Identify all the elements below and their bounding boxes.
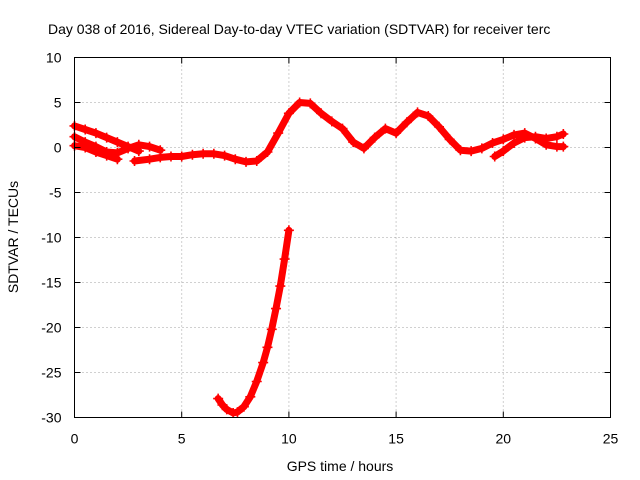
y-tick-label: 5 [54, 95, 62, 111]
data-point-marker [519, 132, 530, 143]
x-tick-label: 25 [603, 431, 619, 447]
y-tick-label: 10 [46, 50, 62, 66]
y-tick-label: -25 [41, 365, 61, 381]
x-tick-label: 15 [388, 431, 404, 447]
data-point-marker [326, 116, 337, 127]
data-point-marker [412, 107, 423, 118]
data-point-marker [217, 399, 228, 410]
y-tick-label: 0 [54, 140, 62, 156]
data-point-marker [401, 117, 412, 128]
y-tick-label: -10 [41, 230, 61, 246]
data-point-marker [498, 146, 509, 157]
data-point-marker [80, 142, 91, 153]
data-point-marker [133, 139, 144, 150]
y-tick-label: -20 [41, 320, 61, 336]
series-track-e [489, 129, 569, 162]
data-point-marker [123, 143, 134, 154]
y-axis-label: SDTVAR / TECUs [5, 181, 21, 293]
data-point-marker [258, 357, 269, 368]
data-point-marker [275, 281, 286, 292]
series-line [214, 226, 293, 417]
data-point-marker [221, 404, 232, 415]
data-point-marker [101, 150, 112, 161]
data-point-marker [498, 134, 509, 145]
data-point-marker [90, 147, 101, 157]
data-point-marker [144, 154, 155, 165]
data-point-marker [305, 98, 316, 109]
data-point-marker [558, 129, 569, 139]
data-point-marker [187, 149, 198, 160]
data-point-marker [271, 303, 282, 314]
data-point-marker [245, 391, 256, 402]
y-tick-label: -15 [41, 275, 61, 291]
data-point-marker [238, 401, 249, 412]
data-point-marker [337, 123, 348, 134]
data-point-marker [294, 97, 305, 108]
data-point-marker [348, 137, 359, 148]
data-point-marker [213, 393, 224, 404]
data-point-marker [112, 137, 123, 148]
data-point-marker [423, 111, 434, 121]
data-point-marker [262, 342, 273, 353]
series-track-c [69, 140, 123, 165]
data-point-marker [466, 146, 477, 157]
data-point-marker [487, 138, 498, 148]
data-point-marker [176, 151, 187, 162]
data-point-marker [279, 254, 290, 265]
data-point-marker [90, 128, 101, 139]
series-track-d [129, 97, 569, 167]
data-point-marker [266, 324, 277, 335]
y-axis-tick-labels: -30 -25 -20 -15 -10 -5 0 5 10 [41, 50, 61, 426]
data-point-marker [551, 131, 562, 142]
data-point-marker [208, 148, 219, 159]
x-tick-label: 5 [178, 431, 186, 447]
axis-ticks [74, 57, 611, 418]
data-point-marker [251, 376, 262, 387]
data-point-marker [273, 128, 284, 139]
data-point-marker [558, 141, 569, 152]
data-point-marker [509, 138, 520, 148]
grid [74, 57, 611, 418]
y-tick-label: -30 [41, 410, 61, 426]
data-point-marker [358, 143, 369, 154]
x-tick-label: 0 [71, 431, 79, 447]
data-point-marker [165, 151, 176, 162]
chart-title: Day 038 of 2016, Sidereal Day-to-day VTE… [48, 21, 550, 37]
data-point-marker [433, 121, 444, 132]
data-point-marker [380, 123, 391, 134]
data-point-marker [283, 225, 294, 236]
data-point-marker [251, 156, 262, 166]
data-point-marker [101, 132, 112, 143]
data-point-marker [241, 156, 252, 167]
x-axis-label: GPS time / hours [287, 458, 394, 474]
data-point-marker [262, 147, 273, 157]
series-track-f [213, 225, 294, 418]
x-tick-label: 20 [496, 431, 512, 447]
data-point-marker [144, 141, 155, 152]
data-point-marker [369, 132, 380, 143]
data-point-marker [232, 407, 243, 418]
data-point-marker [316, 108, 327, 119]
data-point-marker [455, 145, 466, 156]
data-point-marker [391, 128, 402, 139]
data-point-marker [476, 143, 487, 154]
data-point-marker [80, 124, 91, 135]
data-point-marker [155, 152, 166, 163]
data-point-marker [230, 154, 241, 165]
y-tick-label: -5 [49, 185, 62, 201]
x-tick-label: 10 [281, 431, 297, 447]
data-point-marker [444, 134, 455, 145]
data-point-marker [530, 131, 541, 142]
data-point-marker [112, 154, 123, 165]
data-point-marker [219, 150, 230, 161]
data-point-marker [283, 108, 294, 119]
x-axis-tick-labels: 0 5 10 15 20 25 [71, 431, 619, 447]
data-point-marker [541, 133, 552, 144]
data-point-marker [198, 148, 209, 159]
data-point-marker [489, 151, 500, 162]
data-point-marker [228, 408, 239, 418]
data-point-marker [129, 156, 140, 166]
data-series-layer [69, 97, 569, 418]
